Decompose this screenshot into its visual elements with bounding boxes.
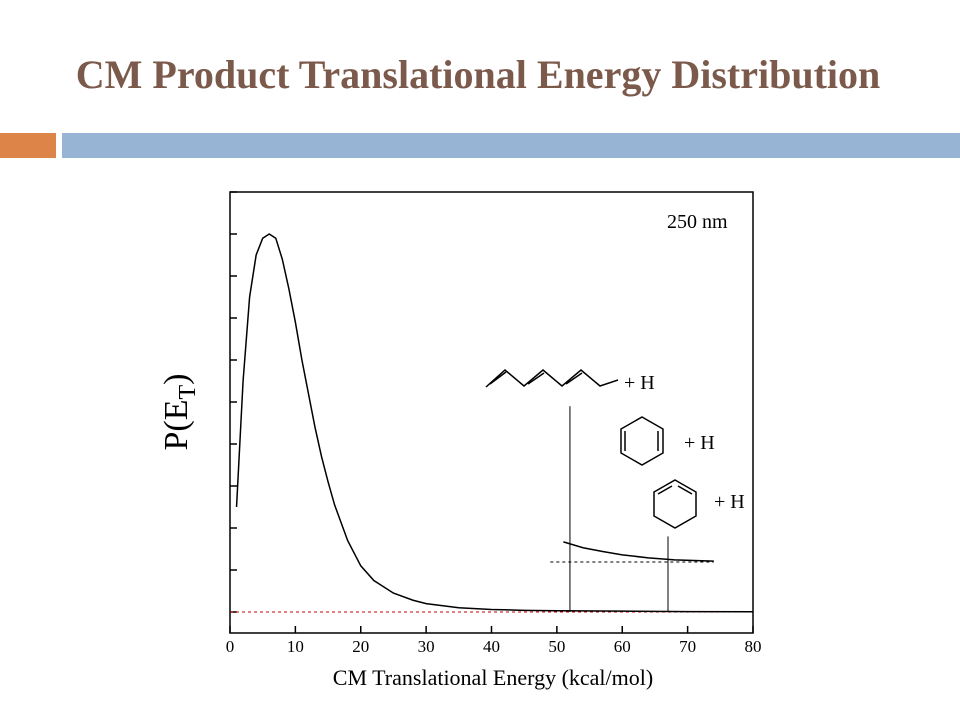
x-tick-label: 30 <box>418 637 435 656</box>
double-bond <box>489 371 507 385</box>
x-tick-label: 40 <box>483 637 500 656</box>
plot-frame <box>229 191 754 634</box>
x-tick-label: 10 <box>287 637 304 656</box>
slide-title: CM Product Translational Energy Distribu… <box>76 52 881 97</box>
x-tick-label: 70 <box>679 637 696 656</box>
x-tick-label: 60 <box>614 637 631 656</box>
x-axis-label: CM Translational Energy (kcal/mol) <box>333 665 653 690</box>
data-line <box>563 541 714 562</box>
x-tick-label: 50 <box>548 637 565 656</box>
product-label: + H <box>624 372 655 394</box>
y-label-sub: T <box>175 385 201 400</box>
x-tick-label: 20 <box>352 637 369 656</box>
x-tick-label: 0 <box>226 637 235 656</box>
header-bar <box>62 133 960 158</box>
data-line <box>235 233 754 613</box>
y-label-end: ) <box>158 374 195 385</box>
cyclohexadiene <box>620 416 664 466</box>
molecules <box>485 369 697 529</box>
double-bonds <box>527 372 583 385</box>
cyclohexadiene <box>653 479 697 529</box>
product-label: + H <box>684 432 715 454</box>
double-bonds <box>624 431 659 451</box>
y-axis-label: P(ET) <box>158 374 201 451</box>
double-bonds <box>657 485 693 495</box>
accent-bar <box>0 133 56 158</box>
y-label-main: P(E <box>158 400 195 451</box>
wavelength-label: 250 nm <box>667 211 728 233</box>
product-label: + H <box>714 491 745 513</box>
x-tick-label: 80 <box>745 637 762 656</box>
hexatriene <box>485 369 619 388</box>
